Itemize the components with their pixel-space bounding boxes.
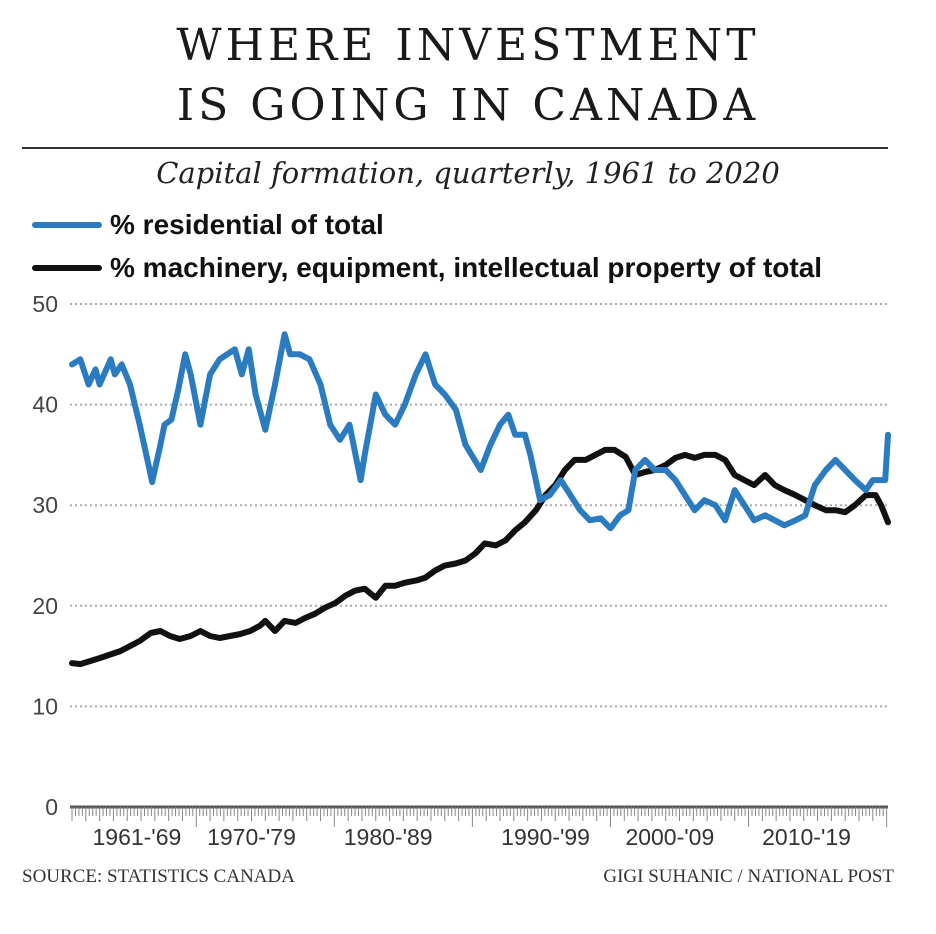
chart-title-line-1: WHERE INVESTMENT bbox=[176, 20, 760, 71]
legend-item-residential: % residential of total bbox=[32, 209, 384, 241]
title-divider bbox=[22, 147, 888, 149]
y-tick-label: 10 bbox=[32, 693, 58, 719]
legend-label-residential: % residential of total bbox=[110, 209, 384, 240]
legend-swatch-machinery bbox=[32, 265, 102, 271]
legend-swatch-residential bbox=[32, 222, 102, 228]
x-tick-label: 2000-'09 bbox=[625, 824, 714, 850]
chart-title-line-2: IS GOING IN CANADA bbox=[176, 80, 760, 131]
chart-subtitle: Capital formation, quarterly, 1961 to 20… bbox=[156, 156, 780, 190]
credit-note: GIGI SUHANIC / NATIONAL POST bbox=[603, 866, 894, 887]
y-tick-label: 20 bbox=[32, 593, 58, 619]
y-tick-label: 30 bbox=[32, 492, 58, 518]
x-tick-label: 2010-'19 bbox=[762, 824, 851, 850]
x-tick-label: 1990-'99 bbox=[501, 824, 590, 850]
legend-item-machinery: % machinery, equipment, intellectual pro… bbox=[32, 252, 822, 284]
series-line-machinery bbox=[69, 446, 891, 668]
legend-label-machinery: % machinery, equipment, intellectual pro… bbox=[110, 252, 823, 283]
x-tick-label: 1980-'89 bbox=[344, 824, 433, 850]
x-tick-label: 1961-'69 bbox=[92, 824, 181, 850]
source-note: SOURCE: STATISTICS CANADA bbox=[22, 866, 295, 887]
y-tick-label: 50 bbox=[32, 291, 58, 317]
y-tick-label: 0 bbox=[45, 794, 58, 820]
y-tick-label: 40 bbox=[32, 392, 58, 418]
series-line-residential bbox=[69, 331, 891, 532]
x-tick-label: 1970-'79 bbox=[207, 824, 296, 850]
